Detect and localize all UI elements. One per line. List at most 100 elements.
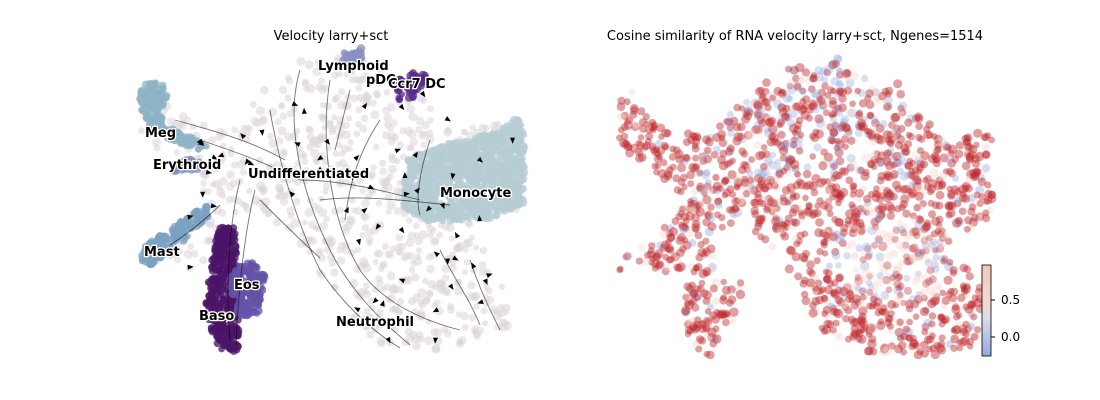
cell-point-cosine bbox=[684, 129, 693, 138]
cell-point-cosine bbox=[893, 263, 903, 273]
cell-point-eos bbox=[256, 295, 264, 304]
cell-point-cosine bbox=[847, 240, 856, 249]
cell-point-cosine bbox=[630, 106, 639, 115]
cell-point-meg bbox=[162, 126, 170, 134]
cell-point-monocyte bbox=[481, 158, 490, 166]
cell-point-cosine bbox=[770, 199, 778, 208]
cell-point-cosine bbox=[901, 147, 911, 157]
cell-point-cosine bbox=[973, 191, 981, 199]
cell-point-baso bbox=[234, 329, 243, 338]
cell-point-cosine bbox=[675, 255, 682, 263]
cell-point-cosine bbox=[970, 313, 978, 321]
cell-point-cosine bbox=[818, 121, 828, 130]
cell-point-undifferentiated bbox=[361, 199, 370, 208]
cell-point-cosine bbox=[676, 262, 686, 272]
cell-point-undifferentiated bbox=[360, 114, 369, 123]
cell-point-monocyte bbox=[492, 210, 501, 219]
cell-point-cosine bbox=[623, 98, 631, 106]
cell-point-cosine bbox=[741, 114, 751, 124]
cell-point-cosine bbox=[926, 266, 935, 275]
cell-point-cosine bbox=[896, 109, 905, 117]
cell-point-monocyte bbox=[408, 165, 414, 172]
cell-point-undifferentiated bbox=[304, 60, 314, 70]
cell-point-undifferentiated bbox=[421, 121, 430, 130]
cell-point-cosine bbox=[842, 315, 850, 323]
cell-point-cosine bbox=[946, 185, 954, 193]
cell-point-cosine bbox=[776, 93, 784, 101]
cell-point-cosine bbox=[811, 296, 821, 306]
cell-point-undifferentiated bbox=[229, 179, 238, 188]
cell-point-mast bbox=[167, 243, 175, 250]
cell-point-cosine bbox=[727, 295, 737, 305]
cell-point-undifferentiated bbox=[408, 144, 415, 152]
cell-point-undifferentiated bbox=[272, 160, 281, 169]
cell-point-cosine bbox=[712, 173, 720, 181]
cell-point-undifferentiated bbox=[382, 106, 391, 115]
cell-point-cosine bbox=[855, 218, 865, 228]
cell-point-cosine bbox=[742, 190, 751, 198]
cell-point-cosine bbox=[858, 121, 866, 129]
cell-point-undifferentiated bbox=[443, 329, 452, 338]
cell-point-cosine bbox=[921, 240, 931, 249]
cell-point-cosine bbox=[757, 180, 767, 189]
cell-point-baso bbox=[231, 241, 240, 250]
cell-point-cosine bbox=[789, 159, 800, 169]
cell-point-cosine bbox=[840, 224, 849, 233]
cell-point-cosine bbox=[880, 345, 889, 353]
cell-point-cosine bbox=[883, 170, 892, 179]
cell-point-cosine bbox=[722, 188, 732, 197]
cell-point-undifferentiated bbox=[350, 94, 358, 103]
cell-point-undifferentiated bbox=[385, 208, 392, 215]
cell-point-cosine bbox=[927, 188, 934, 196]
cell-point-undifferentiated bbox=[315, 249, 323, 257]
cell-point-cosine bbox=[679, 205, 686, 213]
cell-point-undifferentiated bbox=[322, 188, 329, 195]
cell-point-cosine bbox=[683, 282, 692, 291]
cell-point-cosine bbox=[881, 104, 889, 112]
cell-point-cosine bbox=[867, 324, 877, 334]
cell-point-cosine bbox=[776, 226, 786, 235]
cell-point-ccr7 bbox=[409, 94, 417, 102]
cell-point-cosine bbox=[791, 129, 799, 136]
cell-point-cosine bbox=[908, 181, 916, 188]
cell-point-cosine bbox=[863, 194, 872, 204]
cell-point-cosine bbox=[950, 344, 958, 352]
cell-point-undifferentiated bbox=[431, 302, 438, 310]
cell-point-cosine bbox=[748, 156, 755, 163]
cell-point-monocyte bbox=[463, 213, 470, 220]
cell-point-cosine bbox=[704, 146, 712, 155]
cell-point-cosine bbox=[896, 219, 904, 227]
cell-point-undifferentiated bbox=[274, 118, 282, 126]
cell-point-cosine bbox=[691, 144, 700, 153]
cell-point-cosine bbox=[798, 211, 806, 220]
cell-point-undifferentiated bbox=[410, 272, 420, 282]
cell-point-undifferentiated bbox=[402, 338, 410, 347]
cell-point-cosine bbox=[933, 238, 941, 247]
cell-point-cosine bbox=[832, 161, 840, 169]
cell-point-undifferentiated bbox=[200, 180, 207, 187]
cell-point-monocyte bbox=[518, 122, 525, 129]
cell-point-undifferentiated bbox=[462, 246, 469, 253]
cell-point-undifferentiated bbox=[376, 308, 384, 316]
cell-point-cosine bbox=[784, 264, 794, 274]
cell-point-cosine bbox=[882, 294, 889, 302]
cell-point-baso bbox=[224, 226, 233, 234]
cell-point-monocyte bbox=[408, 157, 416, 166]
cell-point-cosine bbox=[914, 178, 923, 186]
cell-point-cosine bbox=[945, 156, 953, 164]
cell-point-undifferentiated bbox=[447, 302, 454, 310]
cell-point-undifferentiated bbox=[289, 132, 299, 141]
cell-point-monocyte bbox=[518, 128, 525, 135]
cell-point-cosine bbox=[885, 286, 893, 294]
cell-point-eos bbox=[236, 263, 245, 272]
cell-point-cosine bbox=[855, 111, 864, 120]
cell-point-undifferentiated bbox=[296, 239, 306, 248]
cell-point-undifferentiated bbox=[454, 286, 464, 296]
cell-point-cosine bbox=[702, 267, 712, 277]
cell-point-monocyte bbox=[411, 192, 419, 200]
cell-point-cosine bbox=[758, 169, 767, 179]
cell-point-undifferentiated bbox=[339, 150, 346, 157]
cell-point-cosine bbox=[933, 146, 941, 155]
cell-point-cosine bbox=[968, 203, 977, 211]
